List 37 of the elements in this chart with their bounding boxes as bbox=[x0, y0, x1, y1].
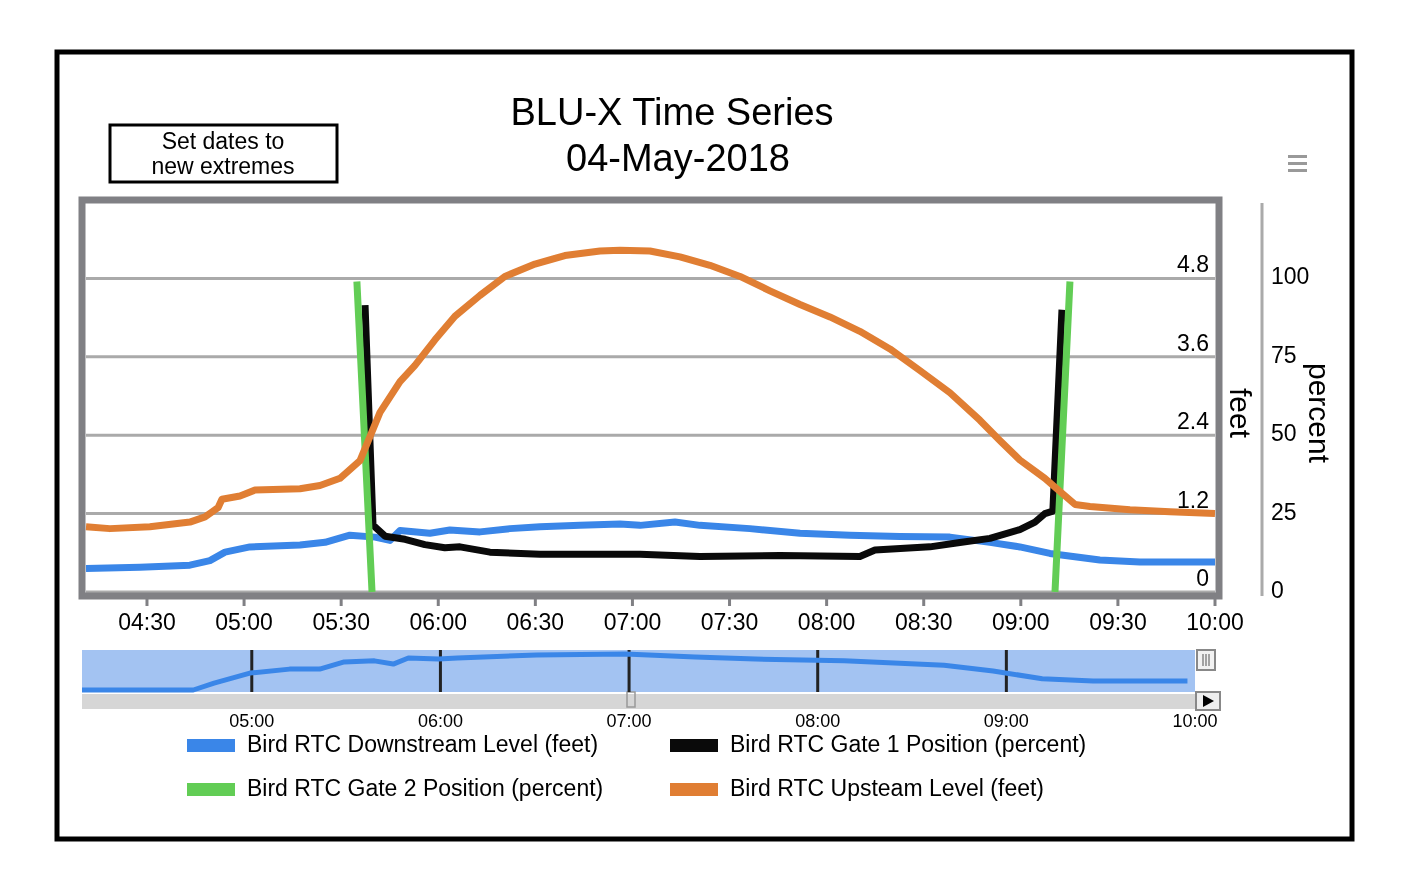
y-tick-label: 2.4 bbox=[1177, 408, 1210, 435]
x-tick-label: 06:00 bbox=[417, 711, 463, 731]
text: Set dates to new extremes bbox=[151, 128, 295, 179]
y2-tick-label: 75 bbox=[1271, 341, 1297, 368]
x-tick-label: 10:00 bbox=[1172, 711, 1218, 731]
y-axis-title: feet bbox=[1224, 387, 1257, 439]
chart-subtitle: 04-May-2018 bbox=[566, 137, 790, 179]
x-tick-label: 08:00 bbox=[795, 711, 841, 731]
x-tick-label: 06:30 bbox=[506, 609, 565, 635]
x-tick-label: 05:00 bbox=[229, 711, 275, 731]
y-tick-label: 4.8 bbox=[1177, 251, 1209, 278]
y-tick-label: 1.2 bbox=[1177, 486, 1209, 513]
legend-label: Bird RTC Gate 1 Position (percent) bbox=[730, 731, 1087, 758]
y2-tick-label: 100 bbox=[1271, 263, 1310, 290]
x-tick-label: 09:00 bbox=[983, 711, 1029, 731]
y2-tick-label: 50 bbox=[1271, 420, 1297, 447]
y2-tick-label: 25 bbox=[1271, 498, 1297, 525]
x-tick-label: 05:30 bbox=[312, 609, 370, 635]
x-tick-label: 09:30 bbox=[1089, 609, 1147, 635]
x-tick-label: 06:00 bbox=[409, 609, 468, 635]
legend-label: Bird RTC Downstream Level (feet) bbox=[247, 731, 599, 758]
y2-axis-title: percent bbox=[1303, 362, 1336, 464]
x-tick-label: 07:00 bbox=[603, 609, 662, 635]
x-tick-label: 09:00 bbox=[992, 609, 1050, 635]
legend-label: Bird RTC Upsteam Level (feet) bbox=[730, 775, 1045, 802]
y-tick-label: 3.6 bbox=[1177, 329, 1209, 356]
x-tick-label: 07:00 bbox=[606, 711, 652, 731]
legend-label: Bird RTC Gate 2 Position (percent) bbox=[247, 775, 604, 802]
x-tick-label: 08:00 bbox=[797, 609, 856, 635]
y2-tick-label: 0 bbox=[1271, 577, 1284, 604]
y-tick-label: 0 bbox=[1196, 565, 1209, 591]
x-tick-label: 08:30 bbox=[894, 609, 953, 635]
x-tick-label: 04:30 bbox=[118, 609, 176, 635]
chart-title: BLU-X Time Series bbox=[510, 91, 834, 133]
x-tick-label: 10:00 bbox=[1186, 609, 1244, 635]
x-tick-label: 05:00 bbox=[215, 609, 273, 635]
x-tick-label: 07:30 bbox=[700, 609, 759, 635]
